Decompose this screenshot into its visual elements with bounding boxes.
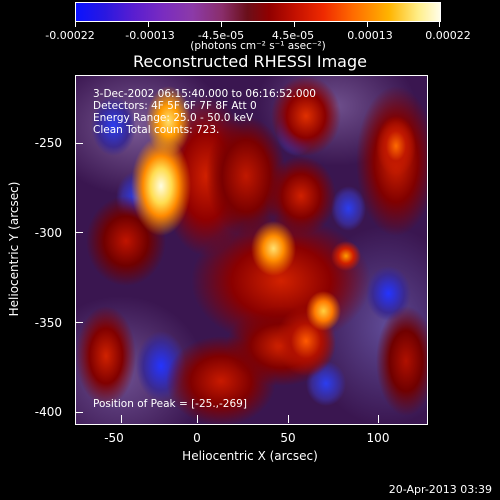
colorbar-tick (367, 22, 368, 27)
clean-counts-label: Clean Total counts: 723. (93, 124, 220, 136)
rhessi-image (75, 75, 428, 425)
x-axis-title: Heliocentric X (arcsec) (182, 449, 318, 463)
colorbar-tick-label: -4.5e-05 (197, 29, 245, 42)
x-tick-label: 0 (193, 431, 201, 445)
x-tick (288, 415, 289, 423)
x-tick (121, 415, 122, 423)
x-tick (197, 415, 198, 423)
peak-position-label: Position of Peak = [-25.,-269] (93, 398, 247, 410)
footer-timestamp: 20-Apr-2013 03:39 (388, 483, 492, 496)
image-title: Reconstructed RHESSI Image (133, 52, 367, 71)
y-tick (75, 143, 83, 144)
x-tick-label: -50 (104, 431, 124, 445)
y-tick (75, 322, 83, 323)
colorbar-tick (148, 22, 149, 27)
colorbar-tick (221, 22, 222, 27)
y-tick (75, 412, 83, 413)
x-tick-label: 100 (366, 431, 390, 445)
y-axis-title: Heliocentric Y (arcsec) (7, 181, 21, 317)
y-tick (75, 232, 83, 233)
time-range-label: 3-Dec-2002 06:15:40.000 to 06:16:52.000 (93, 88, 316, 100)
x-tick (378, 415, 379, 423)
energy-range-label: Energy Range: 25.0 - 50.0 keV (93, 112, 254, 124)
colorbar-tick (75, 22, 76, 27)
y-tick-label: -400 (34, 405, 62, 419)
y-tick-label: -300 (34, 226, 62, 240)
colorbar-tick (439, 22, 440, 27)
colorbar (75, 2, 441, 22)
colorbar-tick-label: 4.5e-05 (271, 29, 315, 42)
detectors-label: Detectors: 4F 5F 6F 7F 8F Att 0 (93, 100, 257, 112)
colorbar-tick-label: -0.00022 (45, 29, 95, 42)
y-tick-label: -350 (34, 316, 62, 330)
colorbar-tick-label: 0.00013 (347, 29, 393, 42)
x-tick-label: 50 (280, 431, 296, 445)
colorbar-tick (294, 22, 295, 27)
colorbar-tick-label: 0.00022 (425, 29, 471, 42)
colorbar-tick-label: -0.00013 (125, 29, 175, 42)
colorbar-units: (photons cm⁻² s⁻¹ asec⁻²) (190, 40, 326, 52)
y-tick-label: -250 (34, 136, 62, 150)
